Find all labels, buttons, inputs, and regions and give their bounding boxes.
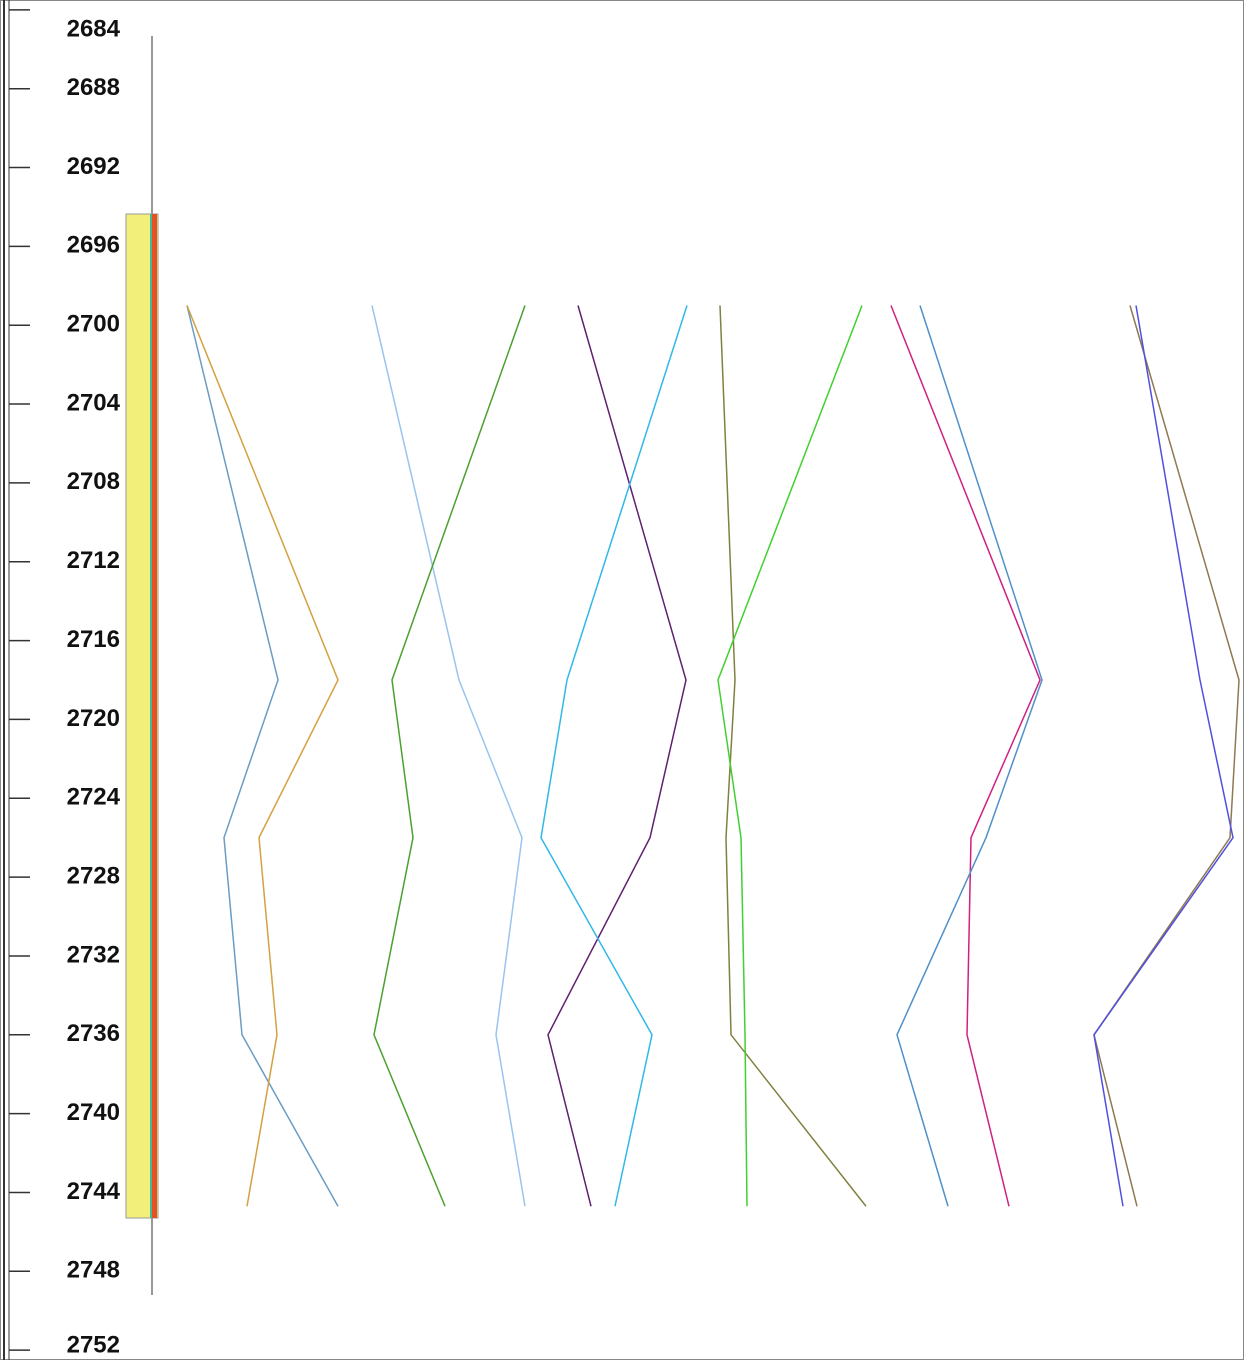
y-tick-label: 2748 <box>67 1257 120 1284</box>
y-tick-label: 2700 <box>67 311 120 338</box>
curve <box>371 305 526 1207</box>
curve <box>186 305 339 1207</box>
y-tick-label: 2728 <box>67 862 120 889</box>
y-tick-label: 2708 <box>67 468 120 495</box>
y-tick-label: 2752 <box>67 1331 120 1358</box>
y-tick-label: 2740 <box>67 1099 120 1126</box>
curve <box>890 305 1041 1207</box>
curve <box>1093 305 1240 1207</box>
y-tick-label: 2712 <box>67 547 120 574</box>
curve <box>373 305 526 1207</box>
curve <box>186 305 339 1207</box>
curve <box>540 305 688 1207</box>
curve <box>896 305 1043 1207</box>
y-tick-label: 2688 <box>67 74 120 101</box>
lithology-track <box>152 214 157 1218</box>
y-tick-label: 2696 <box>67 232 120 259</box>
y-tick-label: 2684 <box>67 15 121 42</box>
y-tick-label: 2736 <box>67 1020 120 1047</box>
curve <box>717 305 863 1207</box>
y-tick-label: 2716 <box>67 626 120 653</box>
y-tick-label: 2720 <box>67 705 120 732</box>
curve <box>719 305 867 1207</box>
y-tick-label: 2732 <box>67 941 120 968</box>
lithology-track <box>150 214 152 1218</box>
curve <box>1093 305 1234 1207</box>
y-tick-label: 2724 <box>67 784 121 811</box>
curve <box>547 305 687 1207</box>
y-tick-label: 2692 <box>67 153 120 180</box>
y-tick-label: 2704 <box>67 389 121 416</box>
y-tick-label: 2744 <box>67 1178 121 1205</box>
